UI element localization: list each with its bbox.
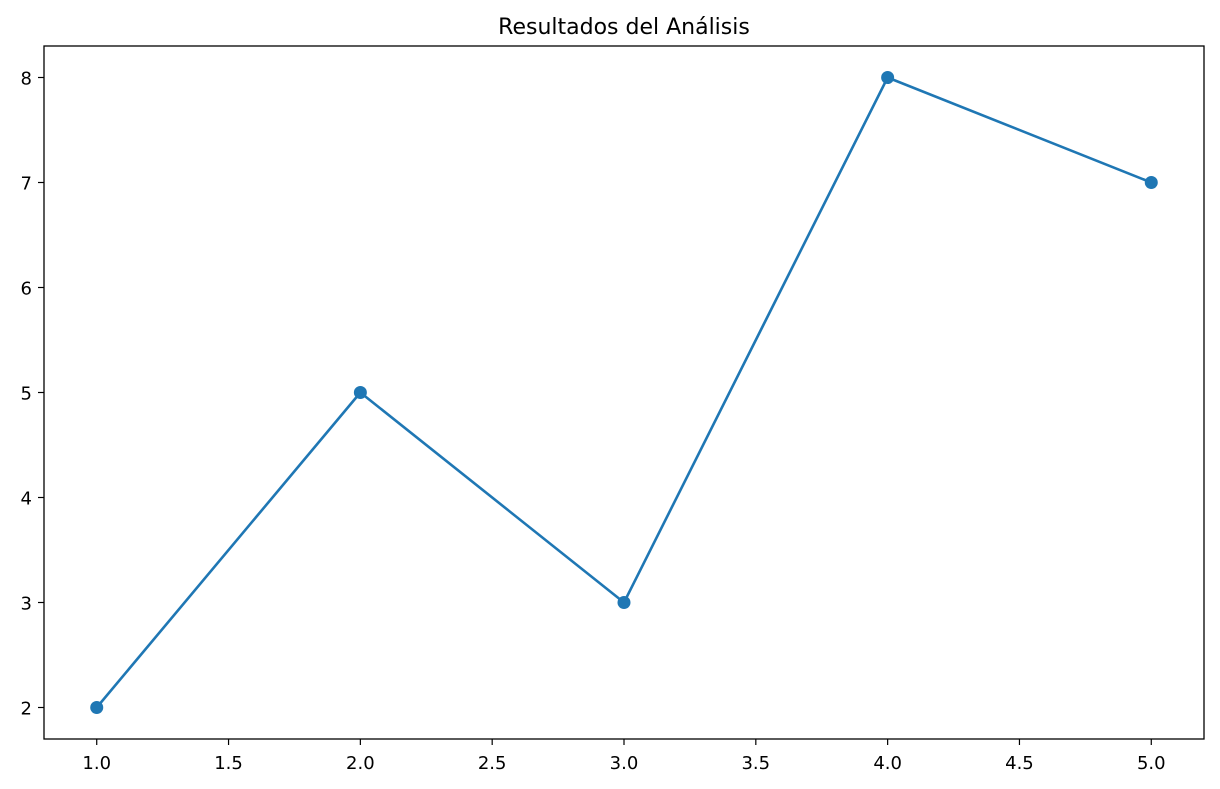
- x-tick-label: 1.5: [214, 753, 243, 774]
- x-tick-label: 4.5: [1005, 753, 1034, 774]
- x-tick-label: 2.0: [346, 753, 375, 774]
- y-tick-label: 7: [21, 174, 32, 195]
- data-point: [617, 596, 631, 609]
- data-point: [881, 71, 895, 84]
- x-tick-label: 3.5: [741, 753, 770, 774]
- data-point: [90, 701, 104, 714]
- y-tick-label: 4: [21, 489, 32, 510]
- plot-frame: [43, 45, 1205, 740]
- y-tick-label: 3: [21, 594, 32, 615]
- y-tick-label: 2: [21, 699, 32, 720]
- x-tick-label: 2.5: [478, 753, 507, 774]
- x-tick-label: 3.0: [610, 753, 639, 774]
- chart-title: Resultados del Análisis: [498, 15, 750, 40]
- data-point: [353, 386, 367, 399]
- x-tick-label: 5.0: [1137, 753, 1166, 774]
- x-tick-label: 1.0: [82, 753, 111, 774]
- y-axis-ticks: 2 3 4 5 6 7 8: [21, 69, 44, 720]
- plot-series: [90, 71, 1158, 714]
- data-point: [1144, 176, 1158, 189]
- y-tick-label: 5: [21, 384, 32, 405]
- y-tick-label: 8: [21, 69, 32, 90]
- x-tick-label: 4.0: [873, 753, 902, 774]
- x-axis-ticks: 1.0 1.5 2.0 2.5 3.0 3.5 4.0 4.5 5.0: [82, 739, 1166, 774]
- y-tick-label: 6: [21, 279, 32, 300]
